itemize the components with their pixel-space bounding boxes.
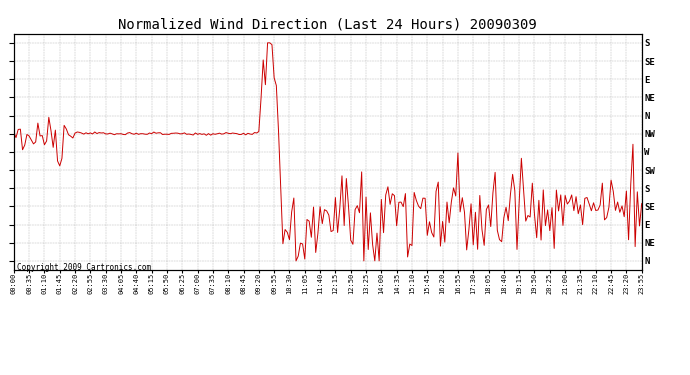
- Title: Normalized Wind Direction (Last 24 Hours) 20090309: Normalized Wind Direction (Last 24 Hours…: [119, 17, 537, 31]
- Text: Copyright 2009 Cartronics.com: Copyright 2009 Cartronics.com: [17, 263, 151, 272]
